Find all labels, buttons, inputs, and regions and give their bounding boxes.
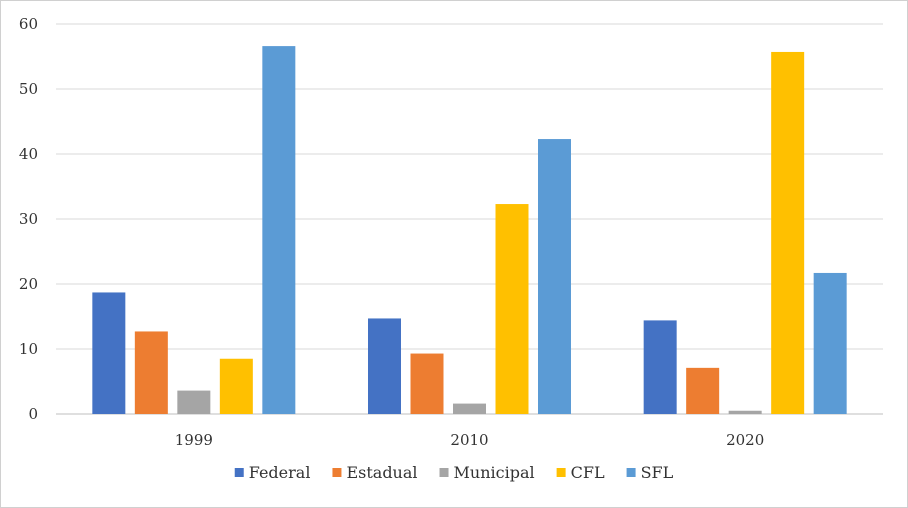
legend-item-cfl: CFL: [556, 463, 605, 482]
bar-municipal-1999: [177, 390, 211, 414]
bar-cfl-2010: [495, 204, 529, 414]
legend-item-sfl: SFL: [626, 463, 674, 482]
bar-federal-2010: [368, 318, 401, 414]
bar-estadual-2020: [686, 367, 720, 414]
bar-sfl-2010: [538, 139, 571, 415]
legend-item-federal: Federal: [234, 463, 311, 482]
legend-item-municipal: Municipal: [439, 463, 535, 482]
legend-swatch: [439, 468, 449, 477]
bar-cfl-2020: [771, 51, 805, 414]
bar-federal-1999: [92, 292, 126, 414]
y-tick-label: 50: [19, 80, 38, 98]
bar-cfl-1999: [219, 358, 253, 414]
legend: Federal Estadual Municipal CFL SFL: [234, 463, 674, 482]
y-tick-label: 0: [28, 405, 38, 423]
legend-swatch: [626, 468, 636, 477]
bar-municipal-2020: [728, 410, 762, 414]
legend-label: Estadual: [346, 463, 417, 482]
x-axis-ticks: 1999 2010 2020: [175, 431, 765, 449]
legend-label: SFL: [641, 463, 674, 482]
legend-swatch: [332, 468, 342, 477]
y-tick-label: 60: [19, 15, 38, 33]
y-tick-label: 10: [19, 340, 38, 358]
bar-federal-2020: [643, 320, 677, 414]
gridlines: [56, 23, 883, 415]
y-axis-ticks: 0 10 20 30 40 50 60: [19, 15, 38, 423]
bar-municipal-2010: [453, 403, 486, 414]
bars: [92, 46, 847, 415]
bar-sfl-2020: [813, 272, 847, 414]
legend-label: CFL: [571, 463, 605, 482]
x-tick-label: 2010: [450, 431, 488, 449]
y-tick-label: 30: [19, 210, 38, 228]
x-tick-label: 1999: [175, 431, 213, 449]
bar-estadual-2010: [410, 353, 444, 414]
y-tick-label: 40: [19, 145, 38, 163]
legend-label: Federal: [249, 463, 311, 482]
legend-item-estadual: Estadual: [332, 463, 418, 482]
legend-swatch: [234, 468, 244, 477]
legend-swatch: [556, 468, 566, 477]
legend-label: Municipal: [454, 463, 535, 482]
x-tick-label: 2020: [726, 431, 764, 449]
bar-estadual-1999: [134, 331, 168, 414]
bar-sfl-1999: [262, 46, 296, 414]
y-tick-label: 20: [19, 275, 38, 293]
